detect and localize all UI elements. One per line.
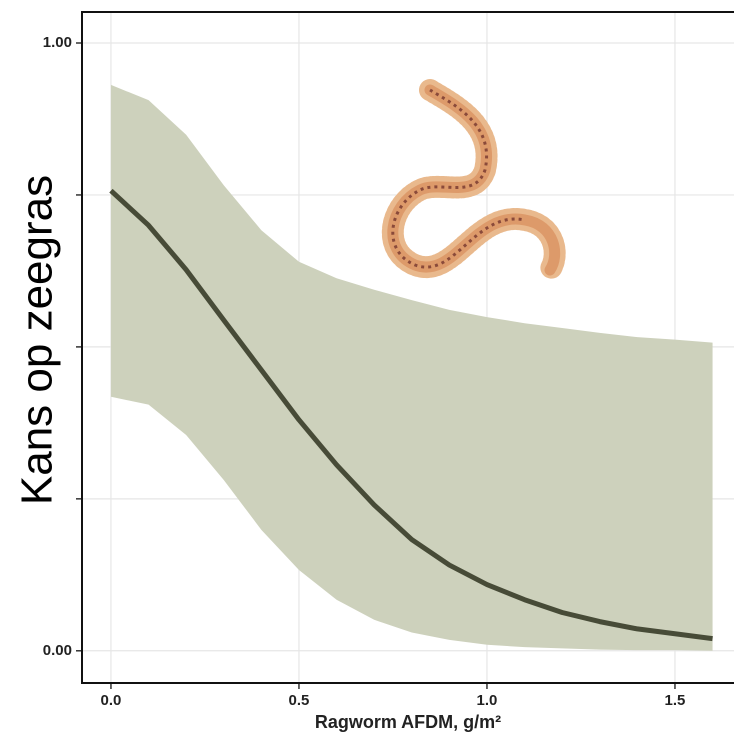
x-tick-label: 1.5 xyxy=(665,692,686,709)
y-tick-label: 0.00 xyxy=(43,642,72,659)
x-axis-label: Ragworm AFDM, g/m² xyxy=(315,712,501,732)
x-tick-label: 1.0 xyxy=(477,692,498,709)
worm-segments xyxy=(391,88,526,269)
axis-frame xyxy=(81,11,734,684)
confidence-band xyxy=(110,84,713,651)
ragworm-illustration xyxy=(381,79,566,281)
worm-body xyxy=(387,84,561,276)
x-tick-label: 0.0 xyxy=(101,692,122,709)
y-axis-label: Kans op zeegras xyxy=(13,175,62,505)
mean-line xyxy=(109,188,713,642)
y-tick-label: 1.00 xyxy=(43,34,72,51)
x-tick-label: 0.5 xyxy=(289,692,310,709)
